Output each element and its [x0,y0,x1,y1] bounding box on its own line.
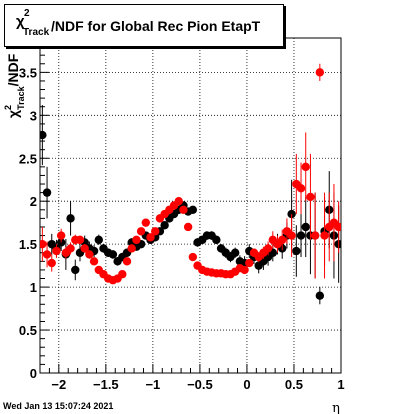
data-point [301,162,310,172]
data-point [188,252,198,262]
timestamp-footer: Wed Jan 13 15:07:24 2021 [3,401,114,411]
data-point [40,130,47,140]
data-point [183,222,193,232]
data-point [296,184,306,193]
data-point [85,250,94,259]
series-group-1 [40,63,341,285]
x-tick-label: −0.5 [187,377,213,392]
y-axis-label: χ2 Track/NDF [3,53,26,118]
data-point [40,239,47,249]
data-point [66,214,75,223]
data-point [188,205,198,214]
data-point [42,250,52,259]
data-point [136,227,146,236]
data-point [127,244,136,253]
data-point [245,258,254,268]
data-point [132,235,141,245]
data-point [179,205,188,214]
x-tick-label: 0.5 [285,377,303,392]
data-point [122,257,132,266]
y-tick-label: 0.5 [19,323,37,338]
title-subscript: Track [23,27,50,38]
data-point [296,231,306,240]
data-point [42,188,52,197]
data-point [212,235,221,245]
data-point [315,68,325,77]
data-point [287,231,296,240]
x-tick-label: −2 [51,377,66,392]
data-point [310,231,320,240]
data-point [66,244,75,253]
x-tick-label: 1 [337,377,344,392]
data-point [174,197,183,206]
data-point [263,244,273,253]
title-chi-symbol: χ [16,13,25,30]
data-point [301,222,310,232]
data-point [71,265,80,275]
data-point [160,221,169,230]
y-tick-label: 1 [30,280,37,295]
data-point [240,265,249,275]
data-point [151,227,160,236]
y-tick-label: 2 [30,194,37,209]
data-point [108,250,118,259]
y-tick-label: 2.5 [19,151,37,166]
title-text: /NDF for Global Rec Pion EtapT [51,18,261,34]
data-point [278,235,287,245]
data-point [80,244,89,253]
data-point [52,246,61,256]
data-point [315,291,325,300]
x-tick-label: −1 [145,377,160,392]
data-point [118,270,127,279]
data-point [94,235,103,245]
data-point [89,257,99,266]
data-point [141,218,151,227]
y-tick-label: 3.5 [19,65,37,80]
data-point [292,246,301,256]
y-tick-label: 3 [30,108,37,123]
x-tick-label: −1.5 [93,377,119,392]
data-point [306,192,315,202]
data-point [320,231,329,240]
data-point [47,258,56,268]
plot-area [40,38,341,373]
data-point [230,248,240,257]
y-tick-label: 1.5 [19,237,37,252]
x-axis-label: η [332,401,340,414]
data-point [334,222,341,232]
data-point [334,239,341,249]
data-point [146,233,155,242]
data-point [56,231,66,240]
x-tick-label: 0 [243,377,250,392]
data-point [75,235,85,245]
chart-title: χ 2 Track /NDF for Global Rec Pion EtapT [4,4,284,47]
y-tick-label: 0 [30,366,37,381]
title-superscript: 2 [24,8,30,19]
